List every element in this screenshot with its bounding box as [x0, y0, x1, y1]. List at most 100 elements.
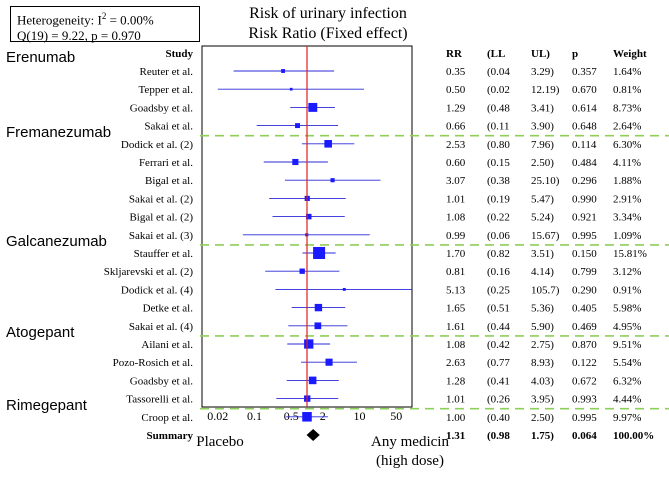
x-tick-label: 0.5 — [284, 409, 299, 423]
p-value: 0.296 — [572, 175, 597, 187]
rr-value: 2.53 — [446, 139, 466, 151]
heterogeneity-box: Heterogeneity: I2 = 0.00% Q(19) = 9.22, … — [10, 6, 200, 43]
p-value: 0.469 — [572, 321, 597, 333]
rr-value: 5.13 — [446, 284, 466, 296]
weight-value: 3.34% — [613, 212, 641, 224]
ul-value: 5.36) — [531, 303, 554, 315]
point-estimate-marker — [325, 358, 333, 366]
rr-value: 0.81 — [446, 266, 465, 278]
study-name: Sakai et al. (4) — [129, 321, 193, 333]
weight-value: 5.54% — [613, 357, 641, 369]
p-value: 0.114 — [572, 139, 597, 151]
rr-value: 0.60 — [446, 157, 466, 169]
group-label: Atogepant — [6, 324, 75, 341]
ul-value: 2.50) — [531, 157, 554, 169]
ll-value: (0.82 — [487, 248, 510, 260]
summary-weight: 100.00% — [613, 430, 654, 442]
summary-ul: 1.75) — [531, 430, 554, 442]
study-name: Tassorelli et al. — [126, 394, 193, 406]
rr-value: 0.35 — [446, 66, 466, 78]
p-value: 0.484 — [572, 157, 597, 169]
study-name: Goadsby et al. — [130, 102, 193, 114]
ll-value: (0.16 — [487, 266, 510, 278]
study-name: Detke et al. — [143, 303, 194, 315]
weight-value: 1.09% — [613, 230, 641, 242]
study-name: Sakai et al. (3) — [129, 230, 193, 242]
weight-value: 4.95% — [613, 321, 641, 333]
group-label: Rimegepant — [6, 397, 88, 414]
ll-value: (0.15 — [487, 157, 510, 169]
ul-value: 4.14) — [531, 266, 554, 278]
ll-value: (0.41 — [487, 375, 510, 387]
ul-value: 3.41) — [531, 102, 554, 114]
study-name: Croop et al. — [141, 412, 193, 424]
weight-value: 4.44% — [613, 394, 641, 406]
x-tick-label: 0.1 — [247, 409, 262, 423]
ll-value: (0.48 — [487, 102, 510, 114]
summary-label: Summary — [147, 430, 194, 442]
weight-value: 2.64% — [613, 121, 641, 133]
point-estimate-marker — [314, 322, 322, 330]
study-name: Sakai et al. (2) — [129, 193, 193, 205]
ul-value: 3.95) — [531, 394, 554, 406]
rr-value: 1.29 — [446, 102, 466, 114]
weight-value: 15.81% — [613, 248, 647, 260]
ll-value: (0.42 — [487, 339, 510, 351]
study-name: Sakai et al. — [144, 121, 193, 133]
weight-value: 0.81% — [613, 84, 641, 96]
study-name: Ferrari et al. — [139, 157, 193, 169]
rr-value: 3.07 — [446, 175, 466, 187]
summary-p: 0.064 — [572, 430, 597, 442]
study-name: Skljarevski et al. (2) — [104, 266, 194, 278]
rr-value: 0.50 — [446, 84, 466, 96]
ll-value: (0.44 — [487, 321, 510, 333]
p-value: 0.122 — [572, 357, 597, 369]
weight-value: 9.51% — [613, 339, 641, 351]
group-label: Fremanezumab — [6, 124, 111, 141]
weight-value: 9.97% — [613, 412, 641, 424]
p-value: 0.995 — [572, 230, 597, 242]
rr-value: 1.08 — [446, 339, 466, 351]
ll-value: (0.04 — [487, 66, 510, 78]
summary-ll: (0.98 — [487, 430, 510, 442]
point-estimate-marker — [324, 140, 332, 148]
ll-value: (0.02 — [487, 84, 510, 96]
ll-value: (0.51 — [487, 303, 510, 315]
ul-value: 5.47) — [531, 193, 554, 205]
point-estimate-marker — [330, 178, 335, 183]
point-estimate-marker — [314, 303, 323, 312]
header-rr: RR — [446, 48, 463, 60]
rr-value: 1.00 — [446, 412, 466, 424]
ul-value: 105.7) — [531, 284, 560, 296]
p-value: 0.405 — [572, 303, 597, 315]
summary-rr: 1.31 — [446, 430, 465, 442]
x-tick-label: 2 — [320, 409, 326, 423]
rr-value: 1.61 — [446, 321, 465, 333]
summary-diamond — [306, 429, 320, 441]
p-value: 0.799 — [572, 266, 597, 278]
point-estimate-marker — [305, 213, 312, 220]
header-ul: UL) — [531, 48, 550, 60]
ul-value: 8.93) — [531, 357, 554, 369]
p-value: 0.357 — [572, 66, 597, 78]
rr-value: 1.01 — [446, 394, 465, 406]
study-name: Bigal et al. (2) — [129, 212, 193, 224]
p-value: 0.870 — [572, 339, 597, 351]
study-name: Goadsby et al. — [130, 375, 193, 387]
header-weight: Weight — [613, 48, 647, 60]
weight-value: 6.30% — [613, 139, 641, 151]
ul-value: 3.51) — [531, 248, 554, 260]
ll-value: (0.11 — [487, 121, 510, 133]
study-name: Tepper et al. — [138, 84, 193, 96]
study-name: Pozo-Rosich et al. — [113, 357, 194, 369]
heterogeneity-value: = 0.00% — [106, 12, 154, 28]
footer-any-medicine-line2: (high dose) — [376, 453, 444, 469]
rr-value: 2.63 — [446, 357, 466, 369]
weight-value: 3.12% — [613, 266, 641, 278]
ul-value: 7.96) — [531, 139, 554, 151]
study-name: Reuter et al. — [140, 66, 194, 78]
group-label: Erenumab — [6, 49, 75, 66]
p-value: 0.290 — [572, 284, 597, 296]
ll-value: (0.19 — [487, 193, 510, 205]
